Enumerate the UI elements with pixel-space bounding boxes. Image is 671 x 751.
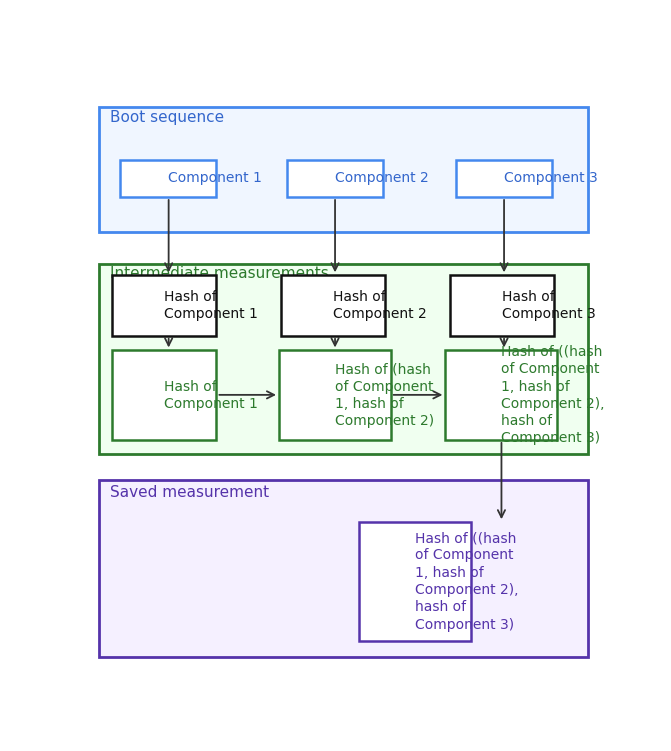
FancyBboxPatch shape xyxy=(282,275,385,336)
Text: Hash of (hash
of Component
1, hash of
Component 2): Hash of (hash of Component 1, hash of Co… xyxy=(335,362,434,428)
Text: Hash of
Component 1: Hash of Component 1 xyxy=(164,379,258,411)
FancyBboxPatch shape xyxy=(446,350,557,440)
Text: Component 1: Component 1 xyxy=(168,171,262,185)
FancyBboxPatch shape xyxy=(99,107,588,232)
FancyBboxPatch shape xyxy=(450,275,554,336)
FancyBboxPatch shape xyxy=(113,275,217,336)
Text: Hash of
Component 1: Hash of Component 1 xyxy=(164,290,258,321)
FancyBboxPatch shape xyxy=(113,350,217,440)
Text: Hash of ((hash
of Component
1, hash of
Component 2),
hash of
Component 3): Hash of ((hash of Component 1, hash of C… xyxy=(415,531,519,632)
Text: Boot sequence: Boot sequence xyxy=(110,110,224,125)
Text: Hash of
Component 3: Hash of Component 3 xyxy=(503,290,597,321)
FancyBboxPatch shape xyxy=(360,522,471,641)
Text: Component 2: Component 2 xyxy=(335,171,429,185)
Text: Saved measurement: Saved measurement xyxy=(110,484,269,499)
FancyBboxPatch shape xyxy=(120,159,217,197)
FancyBboxPatch shape xyxy=(99,481,588,657)
FancyBboxPatch shape xyxy=(99,264,588,454)
Text: Intermediate measurements: Intermediate measurements xyxy=(110,267,329,282)
FancyBboxPatch shape xyxy=(456,159,552,197)
Text: Component 3: Component 3 xyxy=(504,171,598,185)
Text: Hash of
Component 2: Hash of Component 2 xyxy=(333,290,427,321)
FancyBboxPatch shape xyxy=(279,350,391,440)
Text: Hash of ((hash
of Component
1, hash of
Component 2),
hash of
Component 3): Hash of ((hash of Component 1, hash of C… xyxy=(501,345,605,445)
FancyBboxPatch shape xyxy=(287,159,383,197)
